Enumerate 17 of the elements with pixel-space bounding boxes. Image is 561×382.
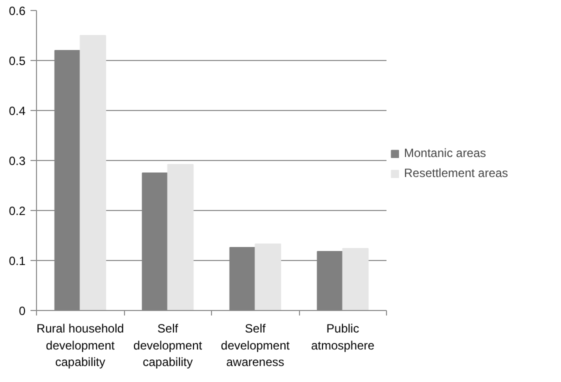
y-tick-label: 0.6	[8, 4, 26, 18]
x-tick-label: Public atmosphere	[311, 322, 375, 352]
y-tick-label: 0.1	[8, 254, 26, 268]
bar	[80, 35, 106, 310]
x-tick-label: Self development awareness	[220, 322, 290, 370]
y-tick-label: 0	[18, 304, 26, 318]
y-tick-label: 0.5	[8, 54, 26, 68]
legend-label: Resettlement areas	[404, 166, 508, 180]
x-tick-label: Rural household development capability	[36, 322, 124, 370]
bar	[254, 244, 282, 310]
y-tick-label: 0.3	[8, 154, 26, 168]
y-tick-label: 0.2	[8, 204, 26, 218]
legend-label: Montanic areas	[404, 146, 486, 160]
y-tick-label: 0.4	[8, 104, 26, 118]
bar	[342, 248, 369, 310]
x-tick-label: Self development capability	[133, 322, 203, 370]
bar	[167, 164, 194, 310]
